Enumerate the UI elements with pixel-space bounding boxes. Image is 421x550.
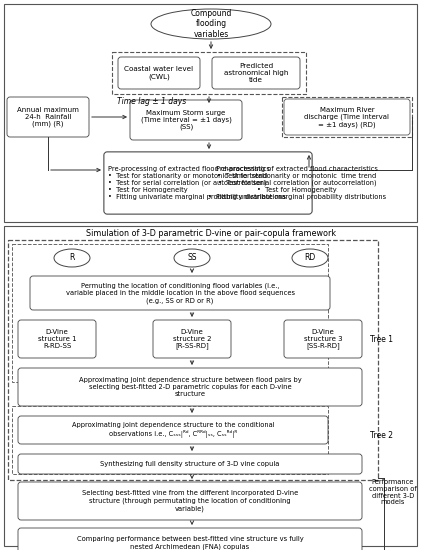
Text: Maximum Storm surge
(Time interval = ±1 days)
(SS): Maximum Storm surge (Time interval = ±1 … [141, 109, 232, 130]
Text: Approximating joint dependence structure between flood pairs by
selecting best-f: Approximating joint dependence structure… [79, 377, 301, 397]
Bar [112, 52, 306, 94]
Text: Predicted
astronomical high
tide: Predicted astronomical high tide [224, 63, 288, 83]
Text: Pre-processing of extracted flood characteristics
•  Test for stationarity or mo: Pre-processing of extracted flood charac… [108, 166, 286, 200]
Text: Synthesizing full density structure of 3-D vine copula: Synthesizing full density structure of 3… [100, 461, 280, 467]
FancyBboxPatch shape [284, 99, 410, 135]
FancyBboxPatch shape [104, 152, 312, 214]
FancyBboxPatch shape [118, 57, 200, 89]
Text: Pre-processing of extracted flood characteristics
•  Test for stationarity or mo: Pre-processing of extracted flood charac… [208, 166, 386, 200]
Text: Tree 2: Tree 2 [370, 432, 394, 441]
Ellipse shape [174, 249, 210, 267]
Text: D-Vine
structure 3
[SS-R-RD]: D-Vine structure 3 [SS-R-RD] [304, 328, 342, 349]
Bar [4, 226, 417, 546]
Text: R: R [69, 254, 75, 262]
Text: Annual maximum
24-h  Rainfall
(mm) (R): Annual maximum 24-h Rainfall (mm) (R) [17, 107, 79, 127]
FancyBboxPatch shape [30, 276, 330, 310]
Text: Maximum River
discharge (Time interval
= ±1 days) (RD): Maximum River discharge (Time interval =… [304, 107, 389, 128]
Ellipse shape [151, 9, 271, 39]
FancyBboxPatch shape [104, 152, 312, 214]
Ellipse shape [54, 249, 90, 267]
Text: D-Vine
structure 2
[R-SS-RD]: D-Vine structure 2 [R-SS-RD] [173, 328, 211, 349]
Bar [282, 97, 412, 137]
Text: D-Vine
structure 1
R-RD-SS: D-Vine structure 1 R-RD-SS [38, 329, 76, 349]
FancyBboxPatch shape [284, 320, 362, 358]
Text: Permuting the location of conditioning flood variables (i.e.,
variable placed in: Permuting the location of conditioning f… [66, 283, 295, 304]
Text: Tree 1: Tree 1 [370, 336, 394, 344]
Text: Simulation of 3-D parametric D-vine or pair-copula framework: Simulation of 3-D parametric D-vine or p… [86, 229, 336, 239]
FancyBboxPatch shape [18, 528, 362, 550]
Bar [8, 240, 378, 480]
Text: Approximating joint dependence structure to the conditional
observations i.e., C: Approximating joint dependence structure… [72, 422, 274, 438]
Bar [4, 4, 417, 222]
FancyBboxPatch shape [212, 57, 300, 89]
FancyBboxPatch shape [18, 320, 96, 358]
Text: Selecting best-fitted vine from the different incorporated D-vine
structure (thr: Selecting best-fitted vine from the diff… [82, 491, 298, 512]
FancyBboxPatch shape [153, 320, 231, 358]
Text: SS: SS [187, 254, 197, 262]
Text: Compound
flooding
variables: Compound flooding variables [190, 9, 232, 39]
Ellipse shape [292, 249, 328, 267]
Text: RD: RD [304, 254, 316, 262]
FancyBboxPatch shape [18, 416, 328, 444]
FancyBboxPatch shape [18, 482, 362, 520]
Bar [12, 244, 328, 382]
Text: Performance
comparison of
different 3-D
models: Performance comparison of different 3-D … [369, 478, 417, 505]
FancyBboxPatch shape [7, 97, 89, 137]
FancyBboxPatch shape [18, 454, 362, 474]
FancyBboxPatch shape [18, 368, 362, 406]
Text: Coastal water level
(CWL): Coastal water level (CWL) [125, 66, 194, 80]
Text: Time lag ± 1 days: Time lag ± 1 days [117, 97, 187, 107]
Text: Comparing performance between best-fitted vine structure vs fully
nested Archime: Comparing performance between best-fitte… [77, 536, 304, 550]
Bar [12, 406, 328, 474]
FancyBboxPatch shape [130, 100, 242, 140]
